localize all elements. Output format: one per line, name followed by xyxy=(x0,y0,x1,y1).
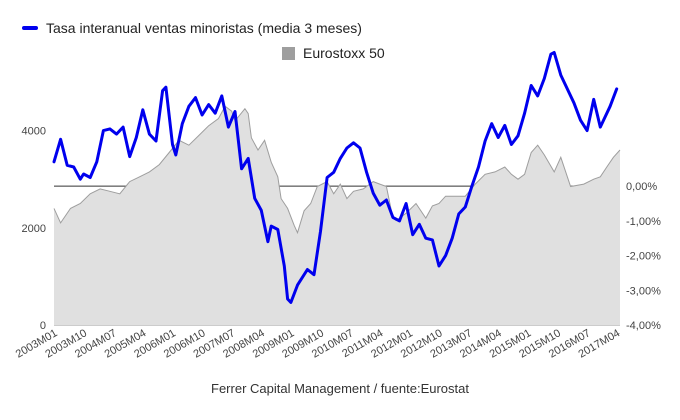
left-axis-tick-label: 4000 xyxy=(22,126,46,138)
legend-eurostoxx-swatch xyxy=(282,46,295,60)
right-axis-tick-label: -2,00% xyxy=(626,251,661,263)
left-axis-tick-label: 0 xyxy=(40,320,46,332)
legend-retail-sales-swatch xyxy=(22,26,38,30)
eurostoxx-area-layer xyxy=(53,105,621,325)
retail-sales-line-layer xyxy=(52,51,619,304)
right-axis-tick-label: -4,00% xyxy=(626,320,661,332)
right-axis-tick-label: -1,00% xyxy=(626,216,661,228)
right-axis-tick-label: -3,00% xyxy=(626,285,661,297)
eurostoxx-area-outline xyxy=(53,105,621,235)
legend-retail-sales: Tasa interanual ventas minoristas (media… xyxy=(22,20,362,36)
left-axis-tick-label: 2000 xyxy=(22,223,46,235)
retail-sales-line xyxy=(52,51,619,304)
legend-eurostoxx-label: Eurostoxx 50 xyxy=(303,45,385,61)
eurostoxx-area-fill xyxy=(54,106,620,325)
legend-eurostoxx: Eurostoxx 50 xyxy=(282,45,385,61)
right-axis-tick-label: 0,00% xyxy=(626,181,657,193)
legend-retail-sales-label: Tasa interanual ventas minoristas (media… xyxy=(46,20,362,36)
chart-footer: Ferrer Capital Management / fuente:Euros… xyxy=(211,381,469,396)
